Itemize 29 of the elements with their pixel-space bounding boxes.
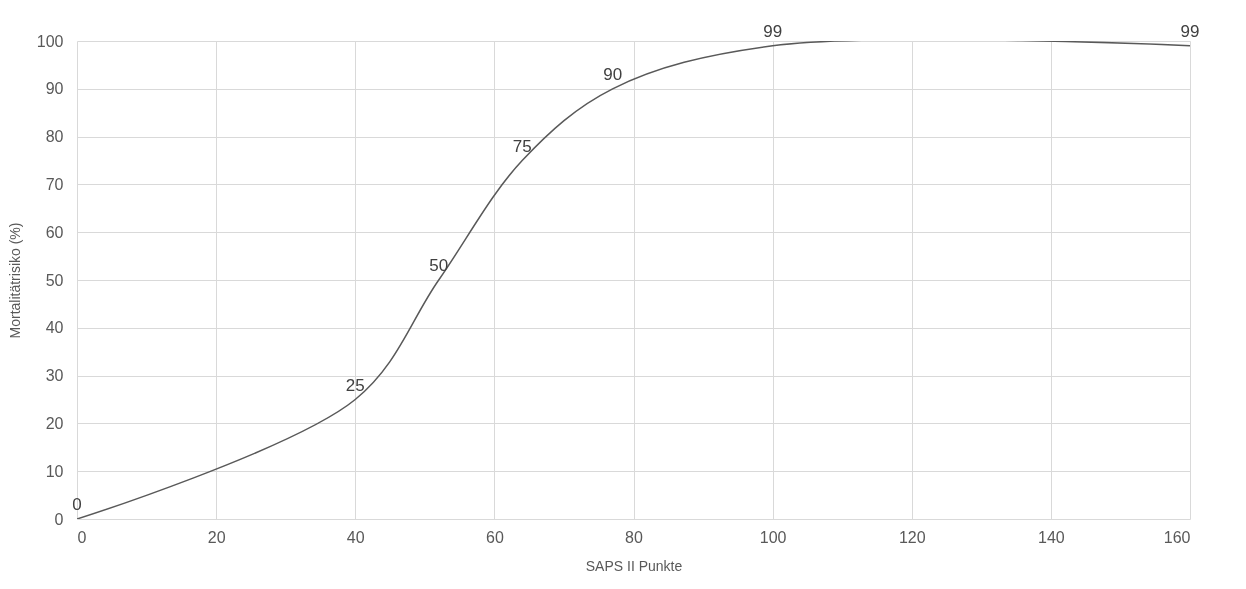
data-label: 50 xyxy=(429,256,449,275)
y-tick-label: 20 xyxy=(45,414,64,432)
data-label: 99 xyxy=(1180,21,1200,41)
x-tick-label: 60 xyxy=(485,528,504,546)
x-tick-label: 20 xyxy=(207,528,226,546)
x-tick-label: 100 xyxy=(759,528,787,546)
y-tick-label: 100 xyxy=(36,32,64,50)
y-axis-title: Mortalitätrisiko (%) xyxy=(6,222,23,339)
x-tick-label: 80 xyxy=(625,528,643,546)
y-tick-label: 30 xyxy=(45,367,64,385)
y-tick-label: 10 xyxy=(45,462,64,480)
x-axis-title: SAPS II Punkte xyxy=(585,557,683,574)
x-tick-label: 160 xyxy=(1163,528,1191,546)
y-tick-label: 60 xyxy=(45,223,64,241)
y-tick-label: 50 xyxy=(45,271,64,289)
y-tick-label: 90 xyxy=(45,80,64,98)
y-tick-label: 80 xyxy=(45,128,64,146)
data-label: 90 xyxy=(603,64,623,84)
y-tick-label: 40 xyxy=(45,319,64,337)
x-tick-label: 0 xyxy=(77,528,87,546)
data-label: 25 xyxy=(345,375,365,395)
data-label: 99 xyxy=(763,21,783,41)
y-tick-label: 0 xyxy=(54,510,64,528)
data-label: 75 xyxy=(512,136,532,156)
data-label: 0 xyxy=(72,495,82,514)
x-tick-label: 120 xyxy=(898,528,926,546)
x-tick-label: 140 xyxy=(1038,528,1065,546)
y-tick-label: 70 xyxy=(45,175,64,193)
x-tick-label: 40 xyxy=(346,528,365,546)
